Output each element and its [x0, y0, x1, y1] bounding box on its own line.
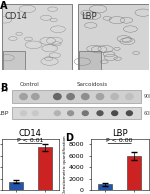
- FancyBboxPatch shape: [3, 51, 25, 70]
- FancyBboxPatch shape: [2, 4, 72, 70]
- Bar: [9, 182, 23, 190]
- Ellipse shape: [31, 93, 40, 100]
- Ellipse shape: [53, 93, 62, 100]
- Ellipse shape: [19, 93, 28, 100]
- Ellipse shape: [125, 93, 134, 100]
- Text: B: B: [0, 83, 7, 93]
- Ellipse shape: [67, 110, 74, 116]
- Text: LBP: LBP: [0, 111, 9, 116]
- Ellipse shape: [111, 110, 118, 116]
- Text: Control: Control: [20, 82, 39, 87]
- Bar: [127, 156, 141, 190]
- Text: P < 0.01: P < 0.01: [17, 138, 44, 143]
- Text: D: D: [65, 133, 73, 143]
- Ellipse shape: [32, 110, 39, 116]
- Text: 90kDa: 90kDa: [144, 94, 150, 99]
- Text: CD14: CD14: [4, 12, 27, 21]
- Ellipse shape: [82, 110, 89, 116]
- Title: CD14: CD14: [19, 129, 42, 138]
- FancyBboxPatch shape: [12, 107, 141, 120]
- Bar: [38, 147, 52, 190]
- Ellipse shape: [20, 110, 27, 116]
- Text: P < 0.00: P < 0.00: [106, 138, 133, 143]
- FancyBboxPatch shape: [79, 51, 101, 70]
- Y-axis label: Densitometric quantification: Densitometric quantification: [63, 135, 67, 194]
- Bar: [98, 184, 112, 190]
- Ellipse shape: [66, 93, 75, 100]
- Ellipse shape: [96, 93, 104, 100]
- Text: Sarcoidosis: Sarcoidosis: [77, 82, 108, 87]
- Ellipse shape: [110, 93, 119, 100]
- Text: LBP: LBP: [81, 12, 96, 21]
- Text: CD14: CD14: [0, 88, 9, 93]
- FancyBboxPatch shape: [78, 4, 148, 70]
- Ellipse shape: [81, 93, 90, 100]
- Ellipse shape: [54, 110, 61, 116]
- FancyBboxPatch shape: [12, 90, 141, 103]
- Title: LBP: LBP: [112, 129, 128, 138]
- Text: A: A: [0, 1, 8, 10]
- Ellipse shape: [96, 110, 104, 116]
- Text: 60kDa: 60kDa: [144, 111, 150, 116]
- Ellipse shape: [126, 110, 133, 116]
